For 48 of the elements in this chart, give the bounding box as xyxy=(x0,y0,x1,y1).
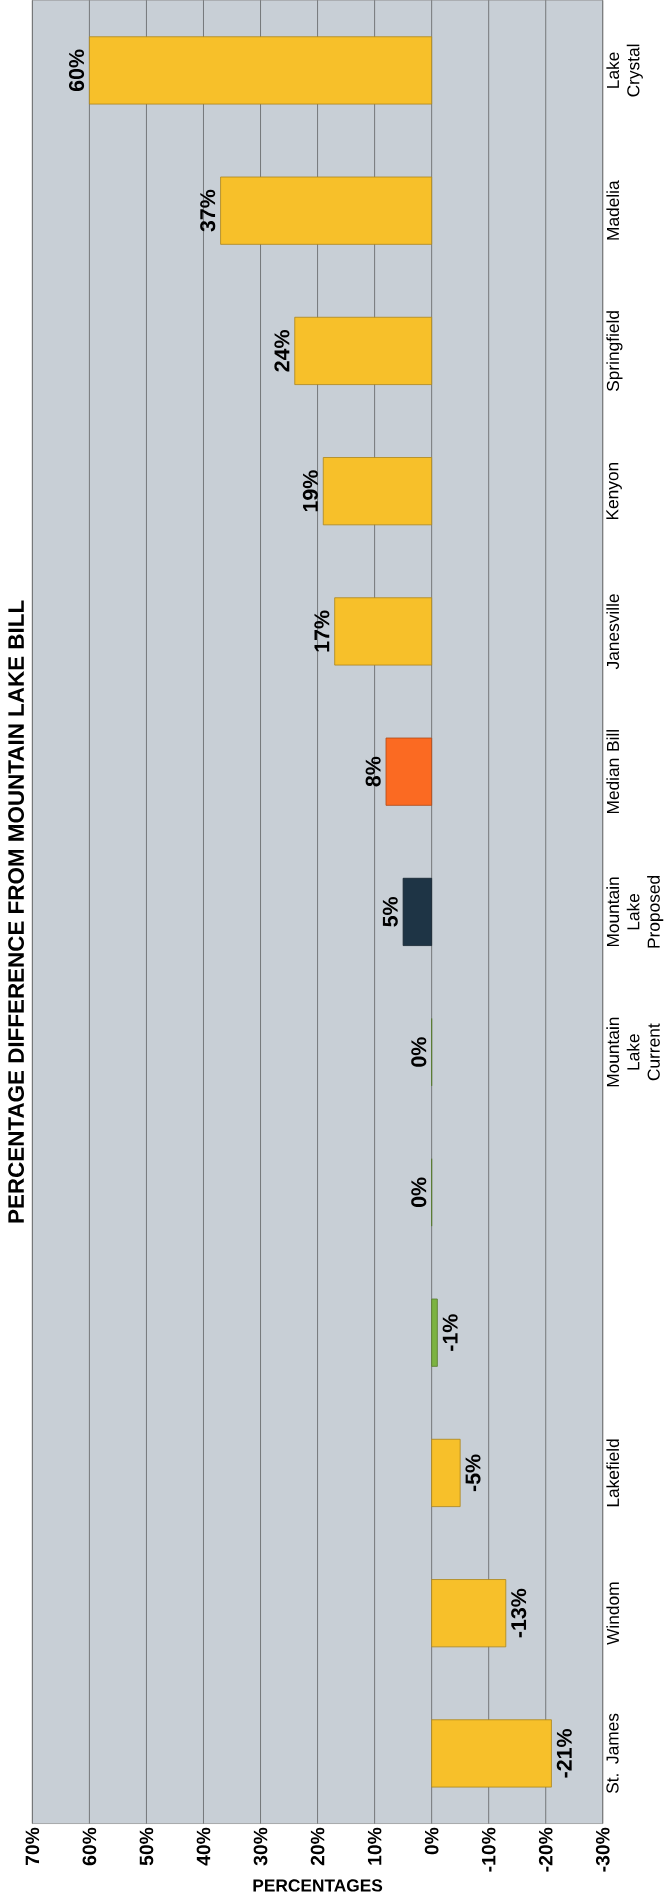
y-tick-label: Median Bill xyxy=(606,730,620,814)
y-tick-label: Kenyon xyxy=(606,462,623,520)
bar xyxy=(220,176,433,245)
x-tick-label: 50% xyxy=(139,1827,154,1866)
bar xyxy=(294,316,433,385)
bar xyxy=(402,877,433,946)
data-label: -5% xyxy=(465,1454,481,1492)
y-tick-label: Lakefield xyxy=(606,1439,620,1507)
y-tick-label: Janesville xyxy=(606,594,620,670)
bar xyxy=(431,1719,553,1788)
data-label: 19% xyxy=(302,470,319,512)
bar xyxy=(385,737,433,806)
y-tick-label: Mountain Lake Proposed xyxy=(606,875,664,948)
data-label: 17% xyxy=(314,610,330,652)
y-tick-label: St. James xyxy=(606,1713,619,1794)
x-tick-label: 20% xyxy=(310,1827,325,1866)
data-label: 0% xyxy=(411,1037,427,1067)
text: PERCENTAGE DIFFERENCE FROM MOUNTAIN LAKE BILL xyxy=(8,600,25,1223)
x-tick-label: -30% xyxy=(596,1827,610,1872)
bar xyxy=(431,1438,461,1508)
data-label: 8% xyxy=(365,756,381,787)
x-tick-label: 70% xyxy=(25,1827,40,1866)
x-tick-label: 60% xyxy=(82,1827,97,1866)
bar xyxy=(431,1298,438,1367)
y-tick-label: Windom xyxy=(606,1582,620,1645)
y-tick-label: Springfield xyxy=(606,311,623,392)
x-tick-label: -20% xyxy=(539,1827,553,1872)
x-tick-label: 0% xyxy=(424,1827,439,1855)
x-tick-label: 40% xyxy=(196,1827,211,1866)
x-tick-label: 30% xyxy=(253,1827,268,1866)
x-axis-title: PERCENTAGES xyxy=(253,1879,383,1892)
x-tick-label: 10% xyxy=(367,1827,382,1865)
data-label: -1% xyxy=(442,1314,458,1351)
bar xyxy=(334,597,433,666)
x-tick-label: -10% xyxy=(482,1827,496,1872)
data-label: -13% xyxy=(511,1588,527,1638)
data-label: 24% xyxy=(274,330,290,372)
data-label: 60% xyxy=(69,49,85,92)
bar xyxy=(89,36,433,105)
data-label: 37% xyxy=(200,189,216,232)
data-label: 0% xyxy=(411,1177,427,1208)
y-tick-label: Lake Crystal xyxy=(606,44,644,97)
y-tick-label: Mountain Lake Current xyxy=(606,1017,660,1087)
bar xyxy=(323,457,433,526)
y-tick-label: Madelia xyxy=(606,180,620,240)
data-label: 5% xyxy=(382,897,398,927)
data-label: -21% xyxy=(556,1729,572,1778)
bar xyxy=(431,1579,507,1648)
